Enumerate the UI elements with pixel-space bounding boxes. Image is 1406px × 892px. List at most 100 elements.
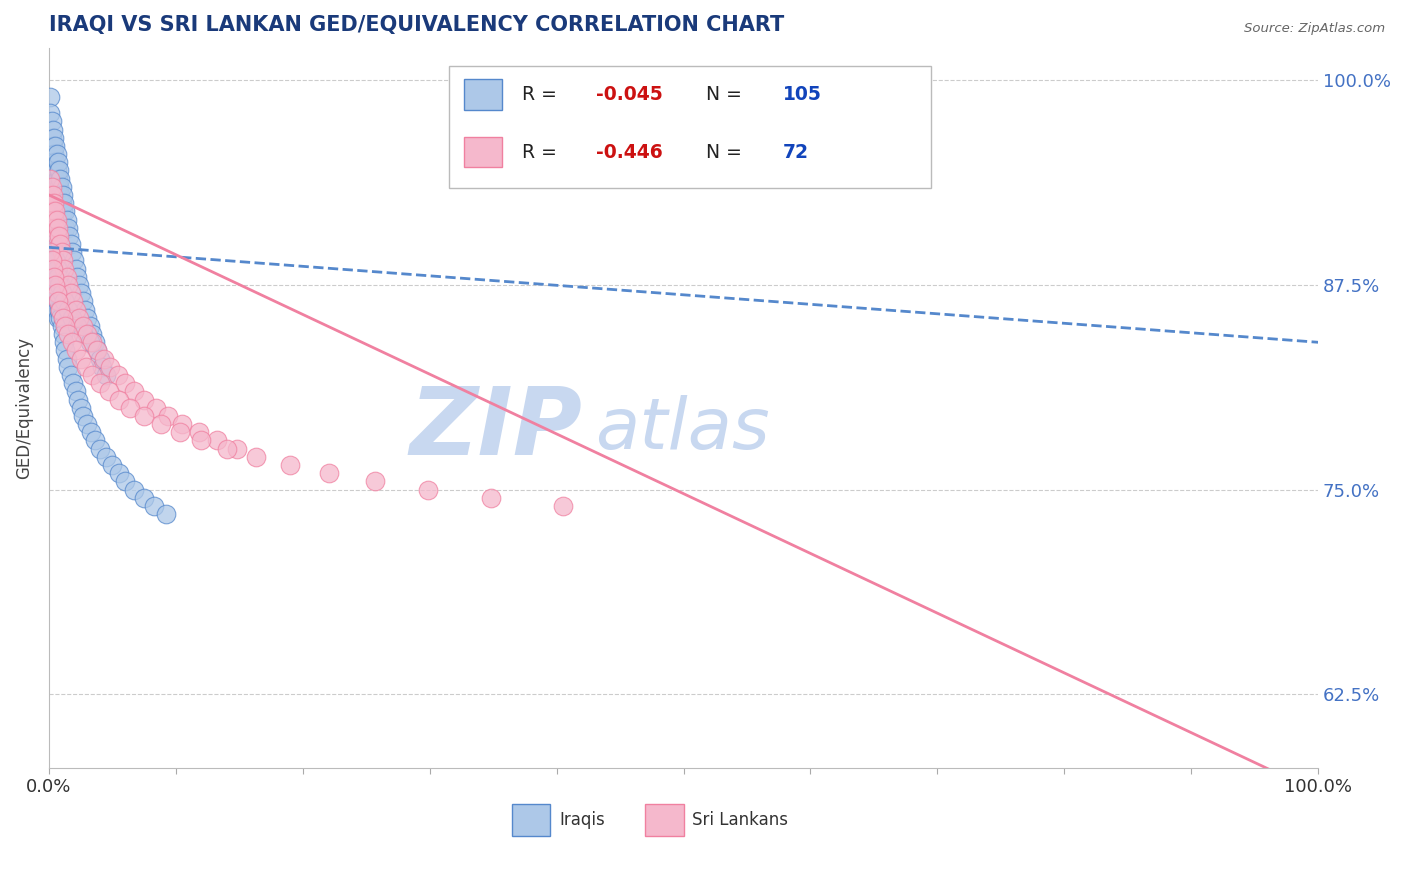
Point — [42, 286, 65, 301]
Point — [41, 269, 63, 284]
Point — [55, 204, 77, 219]
Point — [205, 434, 228, 448]
Point — [169, 425, 191, 440]
Point — [551, 499, 574, 513]
Point — [93, 351, 115, 366]
Point — [98, 359, 121, 374]
FancyBboxPatch shape — [449, 66, 931, 188]
Point — [39, 220, 62, 235]
Point — [86, 343, 108, 358]
Point — [66, 269, 89, 284]
Point — [44, 155, 66, 169]
Point — [52, 204, 75, 219]
Point — [45, 179, 67, 194]
Bar — [512, 804, 550, 836]
Point — [149, 417, 172, 431]
Point — [76, 327, 98, 342]
Point — [49, 188, 72, 202]
Point — [143, 499, 166, 513]
Point — [48, 278, 70, 293]
Point — [114, 475, 136, 489]
Point — [134, 392, 156, 407]
Point — [52, 188, 75, 202]
Point — [55, 269, 77, 284]
Point — [59, 286, 82, 301]
Point — [42, 122, 65, 136]
Point — [94, 450, 117, 464]
Point — [45, 147, 67, 161]
Point — [48, 179, 70, 194]
Point — [42, 261, 65, 276]
Point — [86, 343, 108, 358]
Point — [56, 359, 79, 374]
Point — [60, 245, 83, 260]
Point — [318, 467, 340, 481]
Point — [190, 434, 212, 448]
Point — [62, 294, 84, 309]
Point — [55, 318, 77, 333]
Point — [65, 384, 87, 399]
Point — [39, 245, 62, 260]
Point — [89, 351, 111, 366]
Point — [49, 302, 72, 317]
Point — [72, 327, 94, 342]
Point — [56, 220, 79, 235]
Text: R =: R = — [523, 85, 564, 104]
Point — [82, 335, 104, 350]
Point — [187, 425, 209, 440]
Point — [107, 368, 129, 382]
Text: Sri Lankans: Sri Lankans — [692, 811, 789, 829]
Point — [101, 458, 124, 472]
Point — [66, 318, 89, 333]
Point — [278, 458, 301, 472]
Point — [55, 343, 77, 358]
Point — [76, 310, 98, 325]
Point — [72, 294, 94, 309]
Point — [76, 417, 98, 431]
Point — [56, 327, 79, 342]
Point — [41, 114, 63, 128]
Point — [44, 253, 66, 268]
Point — [46, 171, 69, 186]
Point — [53, 196, 76, 211]
Text: N =: N = — [706, 85, 748, 104]
Point — [42, 245, 65, 260]
Point — [225, 442, 247, 456]
Point — [41, 196, 63, 211]
Point — [44, 220, 66, 235]
Text: atlas: atlas — [595, 395, 769, 464]
Point — [42, 139, 65, 153]
Point — [51, 318, 73, 333]
Point — [479, 491, 502, 505]
Text: 105: 105 — [783, 85, 821, 104]
Point — [79, 318, 101, 333]
Point — [97, 384, 120, 399]
Point — [49, 171, 72, 186]
Point — [45, 228, 67, 243]
Text: 72: 72 — [783, 143, 808, 161]
Point — [69, 401, 91, 415]
Point — [89, 442, 111, 456]
Point — [42, 278, 65, 293]
Point — [75, 359, 97, 374]
Point — [41, 253, 63, 268]
Bar — [645, 804, 683, 836]
Point — [56, 278, 79, 293]
Point — [48, 163, 70, 178]
Point — [46, 220, 69, 235]
Point — [67, 392, 90, 407]
Point — [39, 188, 62, 202]
Point — [52, 253, 75, 268]
Point — [44, 139, 66, 153]
Point — [60, 335, 83, 350]
Point — [107, 467, 129, 481]
Point — [51, 196, 73, 211]
Text: N =: N = — [706, 143, 748, 161]
Point — [42, 237, 65, 252]
Point — [59, 368, 82, 382]
Point — [62, 376, 84, 391]
Text: Iraqis: Iraqis — [560, 811, 605, 829]
Point — [65, 261, 87, 276]
Point — [65, 302, 87, 317]
Point — [51, 286, 73, 301]
